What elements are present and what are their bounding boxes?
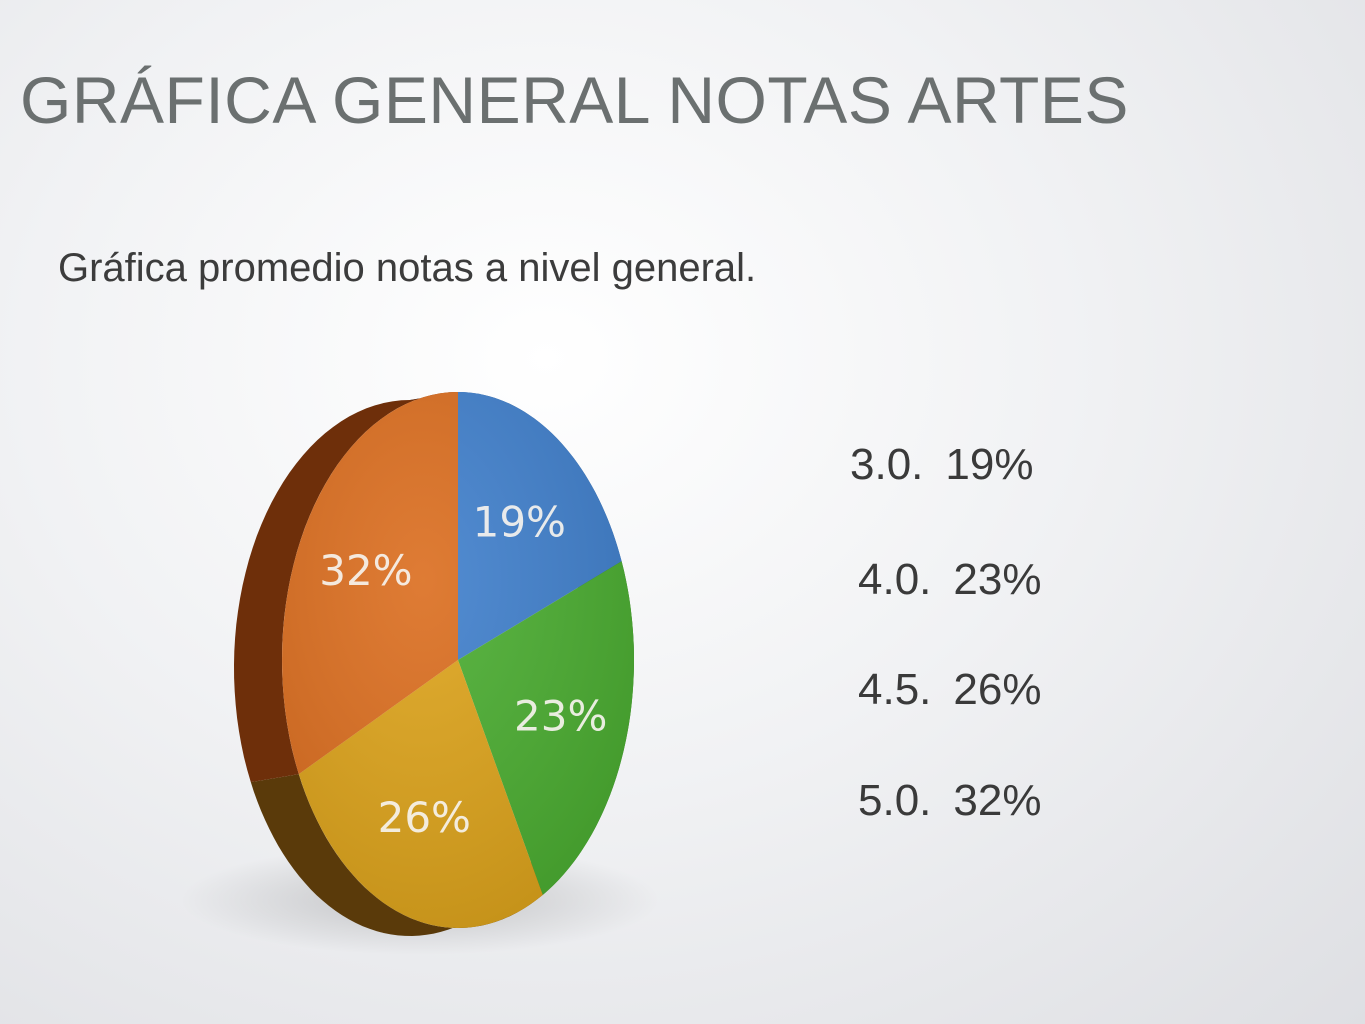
legend-grade: 3.0.: [850, 440, 924, 489]
pie-label-group: 19% 23% 26% 32%: [319, 498, 607, 842]
slide-title: GRÁFICA GENERAL NOTAS ARTES: [20, 63, 1129, 137]
legend-grade: 5.0.: [858, 776, 932, 825]
legend-percent: 26%: [953, 665, 1042, 714]
legend-percent: 19%: [945, 440, 1034, 489]
pie-slice-label: 32%: [319, 546, 412, 595]
legend-percent: 23%: [953, 555, 1042, 604]
pie-slice-label: 23%: [514, 691, 607, 740]
pie-face-group: [282, 392, 634, 929]
legend-percent: 32%: [953, 776, 1042, 825]
legend-row: 4.0. 23%: [858, 555, 1041, 605]
legend-row: 5.0. 32%: [858, 776, 1041, 826]
pie-slice-label: 26%: [378, 793, 471, 842]
legend-grade: 4.5.: [858, 665, 932, 714]
slide-subtitle: Gráfica promedio notas a nivel general.: [58, 246, 757, 290]
pie-slice-label: 19%: [473, 498, 566, 547]
legend-row: 3.0. 19%: [850, 440, 1033, 490]
legend-grade: 4.0.: [858, 555, 932, 604]
legend-row: 4.5. 26%: [858, 665, 1041, 715]
